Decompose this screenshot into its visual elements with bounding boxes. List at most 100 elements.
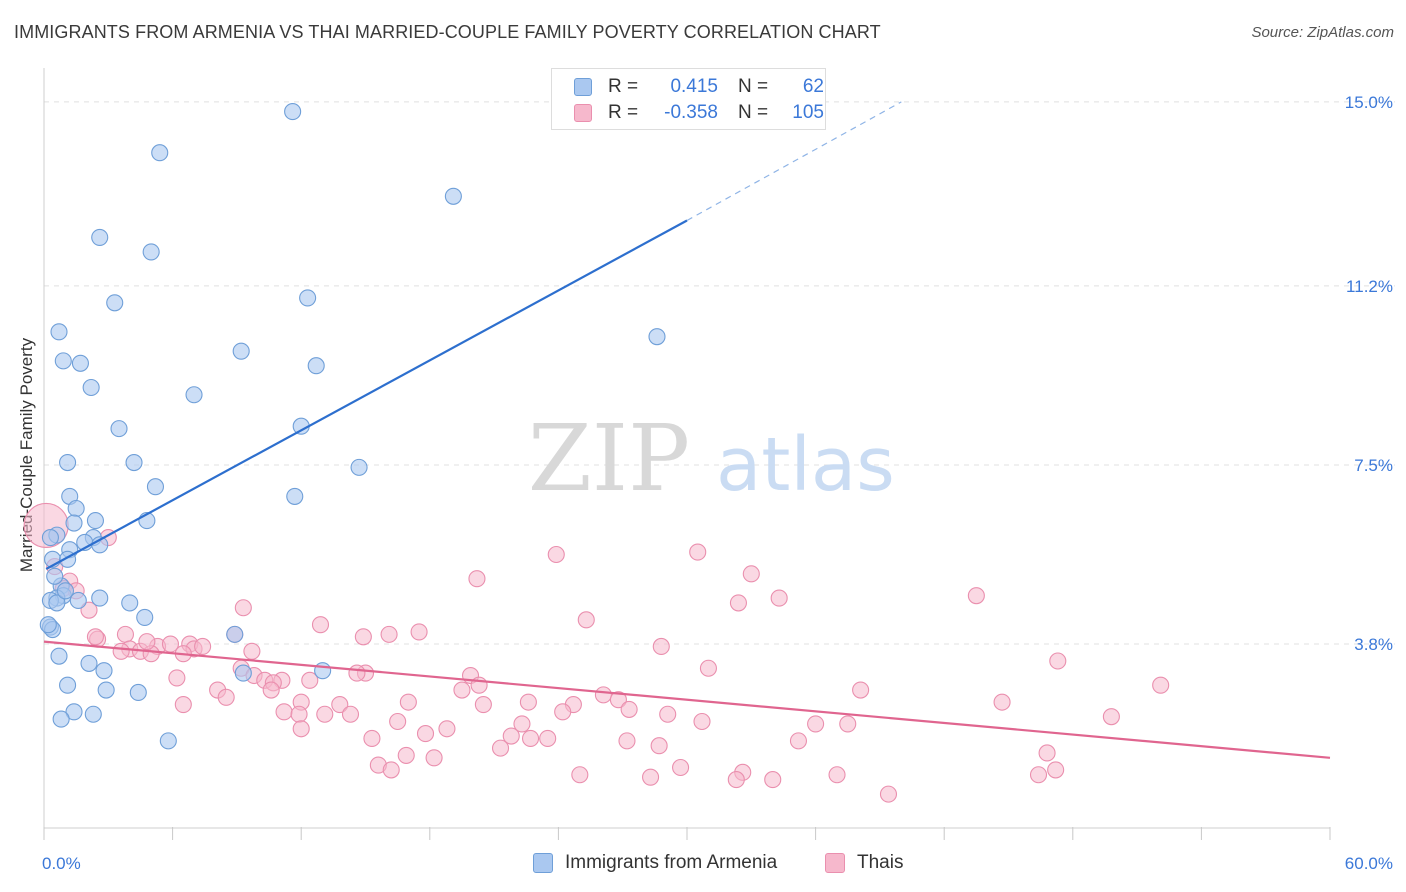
thai-point xyxy=(80,601,98,619)
thai-point xyxy=(311,616,330,634)
legend-row-armenia: R = 0.415 N = 62 xyxy=(574,74,824,100)
thai-point xyxy=(468,570,486,588)
r-label: R = xyxy=(608,76,639,97)
legend-item-armenia[interactable]: Immigrants from Armenia xyxy=(533,852,777,874)
armenia-point xyxy=(106,294,124,312)
thai-point xyxy=(316,705,334,723)
thai-point xyxy=(1049,652,1067,670)
thai-point xyxy=(993,693,1011,711)
armenia-point xyxy=(41,529,59,547)
thai-point xyxy=(742,565,760,583)
thai-point xyxy=(474,696,492,714)
r-label: R = xyxy=(608,102,639,123)
thai-point xyxy=(1102,708,1120,726)
thai-point xyxy=(425,749,443,767)
thai-point xyxy=(389,712,407,731)
thai-point xyxy=(416,725,435,743)
thai-point xyxy=(521,729,540,747)
thai-point xyxy=(399,693,417,711)
thai-point xyxy=(290,705,308,723)
armenia-point xyxy=(142,243,160,261)
thai-point xyxy=(594,686,612,704)
thai-point xyxy=(382,761,400,779)
armenia-point xyxy=(59,676,77,694)
armenia-point xyxy=(146,478,165,496)
thai-point xyxy=(354,628,372,646)
thai-point xyxy=(112,642,130,660)
armenia-point xyxy=(299,289,317,307)
armenia-point xyxy=(59,453,77,472)
thai-point xyxy=(571,766,589,784)
thai-point xyxy=(577,611,595,629)
thai-point xyxy=(363,729,381,747)
armenia-point xyxy=(232,342,250,360)
armenia-point xyxy=(54,352,72,370)
thai-point xyxy=(828,766,846,784)
thai-point xyxy=(453,681,471,699)
armenia-point xyxy=(125,453,143,472)
watermark-atlas: atlas xyxy=(716,422,895,508)
thai-point xyxy=(410,623,428,641)
y-tick-label: 3.8% xyxy=(1354,635,1393,654)
thai-point xyxy=(397,746,415,764)
chart-title: IMMIGRANTS FROM ARMENIA VS THAI MARRIED-… xyxy=(14,22,881,42)
armenia-point xyxy=(110,420,128,438)
gridlines xyxy=(44,101,1395,645)
thai-point xyxy=(234,599,252,617)
y-tick-label: 15.0% xyxy=(1345,93,1393,112)
thai-point xyxy=(852,681,870,699)
armenia-legend-label: Immigrants from Armenia xyxy=(565,852,778,873)
thai-legend-swatch xyxy=(825,853,845,873)
thai-point xyxy=(672,758,690,777)
thai-point xyxy=(609,691,627,709)
armenia-point xyxy=(56,582,74,600)
legend-item-thai[interactable]: Thais xyxy=(825,852,903,874)
thai-point xyxy=(301,671,319,689)
armenia-point xyxy=(234,664,252,682)
armenia-point xyxy=(350,458,368,476)
thai-point xyxy=(491,739,510,757)
thai-point xyxy=(513,715,531,733)
n-label: N = xyxy=(738,102,769,123)
armenia-point xyxy=(444,187,462,205)
thai-point xyxy=(348,664,366,682)
armenia-point xyxy=(307,357,325,375)
thai-point xyxy=(243,642,261,660)
thai-point xyxy=(331,696,349,714)
axes xyxy=(43,68,1331,840)
thai-point xyxy=(807,715,825,733)
armenia-point xyxy=(67,499,85,518)
armenia-point xyxy=(91,589,109,607)
thai-point xyxy=(659,705,677,723)
armenia-point xyxy=(159,732,177,750)
armenia-point xyxy=(86,512,104,530)
trend-lines xyxy=(43,101,1331,759)
thai-point xyxy=(519,693,537,711)
thai-point xyxy=(380,625,398,643)
thai-point xyxy=(116,625,134,643)
tick-labels: 3.8% 7.5% 11.2% 15.0% 0.0% 60.0% xyxy=(42,93,1393,873)
thai-point xyxy=(194,637,212,656)
thai-point xyxy=(554,703,572,721)
thai-point xyxy=(789,732,808,750)
stats-legend: R = 0.415 N = 62 R = -0.358 N = 105 xyxy=(551,68,826,130)
y-tick-label: 11.2% xyxy=(1346,277,1393,296)
thai-point xyxy=(547,545,565,564)
thai-point xyxy=(650,737,668,755)
thai-point xyxy=(689,543,707,561)
thai-point xyxy=(764,771,782,789)
thai-legend-label: Thais xyxy=(857,852,904,873)
thai-point xyxy=(502,727,520,745)
armenia-point xyxy=(97,681,115,699)
x-tick-label-min: 0.0% xyxy=(42,854,81,873)
thai-point xyxy=(770,589,788,607)
thai-point xyxy=(618,732,636,750)
thai-point xyxy=(539,729,557,747)
thai-point xyxy=(138,633,156,651)
armenia-point xyxy=(65,703,83,721)
armenia-point xyxy=(50,323,68,341)
armenia-point xyxy=(65,514,83,532)
armenia-trend-extension xyxy=(686,101,902,222)
thai-point xyxy=(174,696,192,714)
